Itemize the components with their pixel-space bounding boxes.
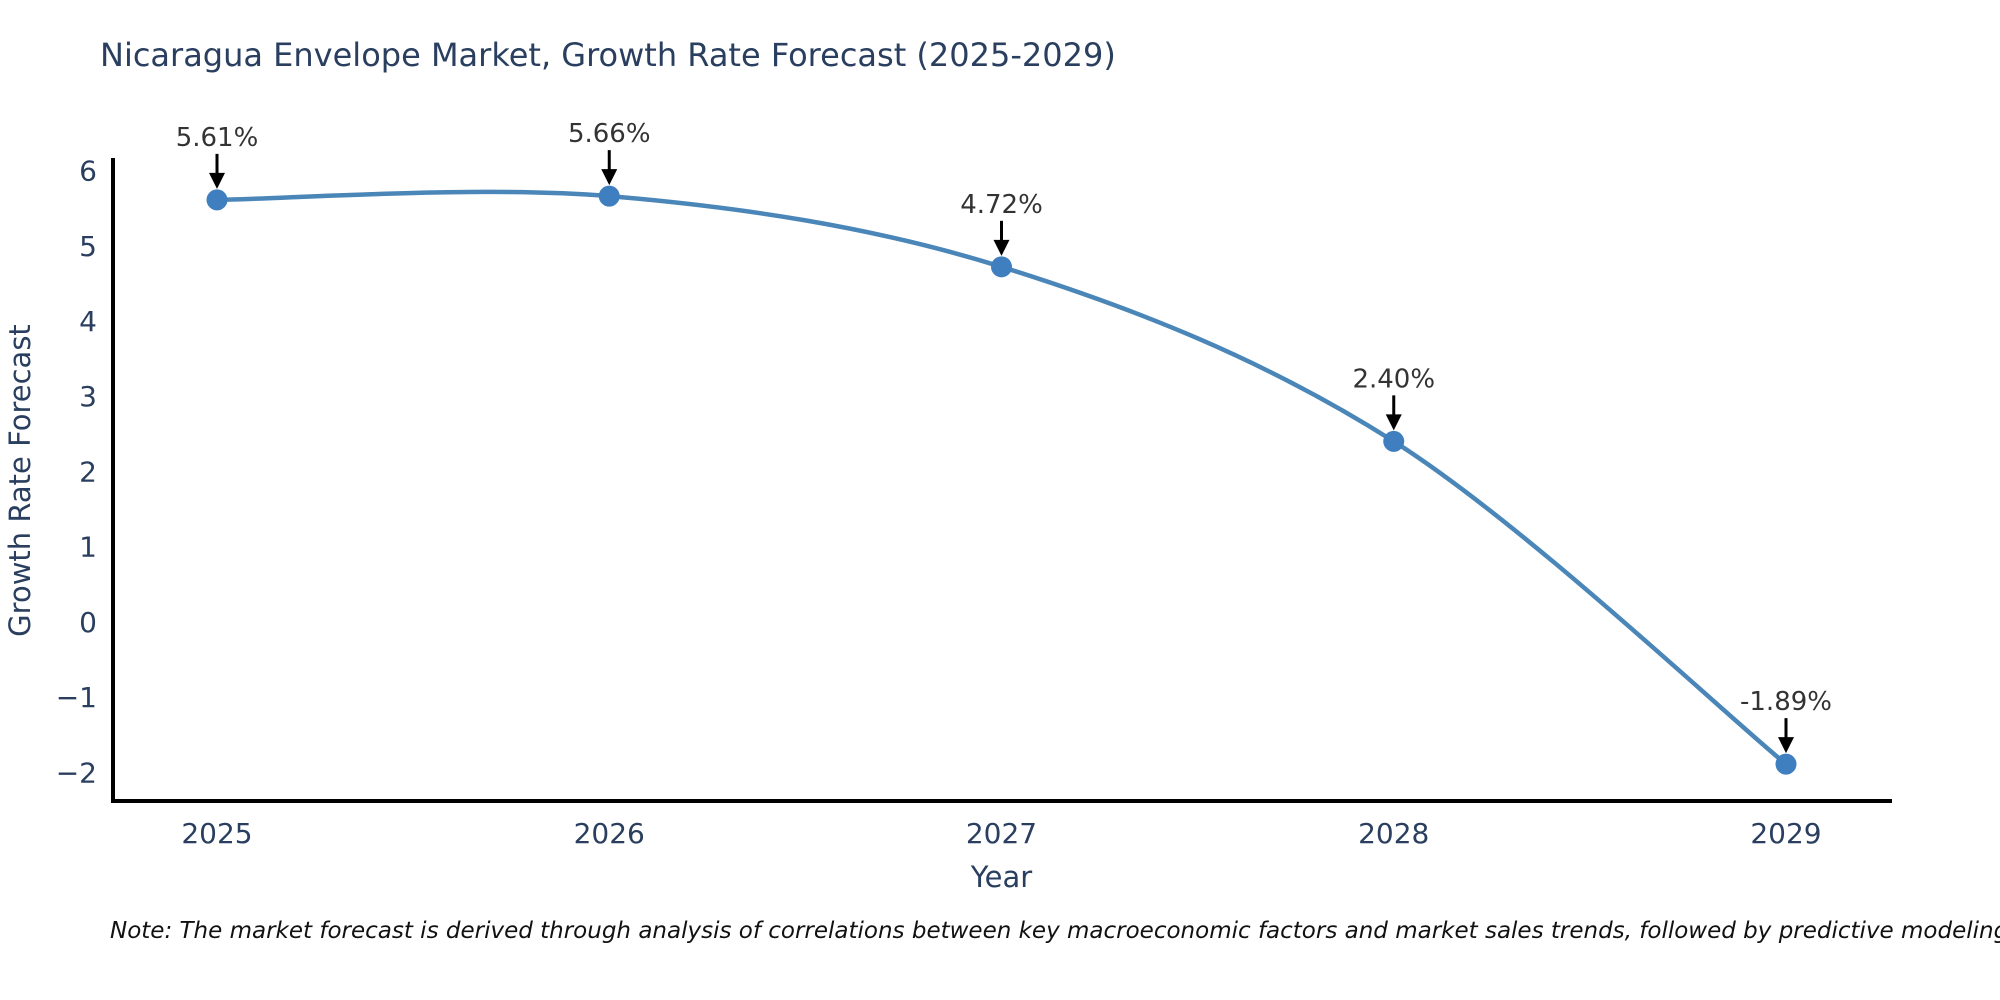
y-tick-label: 2 (79, 455, 97, 488)
y-tick-label: 4 (79, 305, 97, 338)
data-point (598, 185, 620, 207)
annotation-arrowhead (1385, 414, 1402, 431)
chart-title: Nicaragua Envelope Market, Growth Rate F… (100, 36, 1116, 74)
x-tick-label: 2028 (1358, 817, 1429, 850)
x-tick-label: 2026 (574, 817, 645, 850)
annotation-arrowhead (209, 172, 225, 189)
chart-note: Note: The market forecast is derived thr… (110, 918, 2000, 944)
y-axis-title: Growth Rate Forecast (3, 324, 37, 637)
point-value-label: 4.72% (960, 190, 1043, 220)
x-axis-title: Year (970, 860, 1032, 894)
y-tick-label: 1 (79, 531, 97, 564)
annotation-arrowhead (1778, 737, 1794, 754)
data-point (991, 256, 1012, 278)
y-tick-label: 3 (79, 380, 97, 413)
data-point (1775, 753, 1797, 775)
data-point (206, 189, 228, 211)
annotation-arrowhead (993, 239, 1010, 256)
point-value-label: -1.89% (1740, 687, 1832, 717)
x-tick-label: 2029 (1750, 817, 1821, 850)
y-tick-label: 6 (79, 155, 97, 188)
point-value-label: 2.40% (1352, 364, 1435, 394)
x-tick-label: 2027 (966, 817, 1037, 850)
y-tick-label: −2 (56, 756, 97, 789)
x-tick-label: 2025 (181, 817, 252, 850)
data-point (1383, 430, 1405, 452)
y-tick-label: −1 (56, 681, 97, 714)
point-value-label: 5.66% (568, 119, 651, 149)
y-tick-label: 5 (79, 230, 97, 263)
annotation-arrowhead (601, 169, 618, 186)
y-tick-label: 0 (79, 606, 97, 639)
trend-line (214, 189, 1789, 767)
point-value-label: 5.61% (176, 123, 259, 153)
